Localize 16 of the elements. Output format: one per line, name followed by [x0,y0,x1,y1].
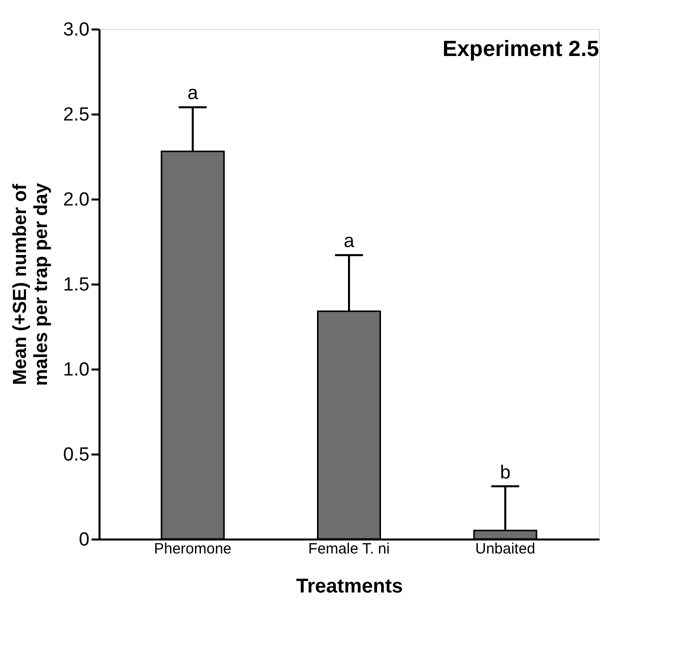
y-tick-label: 3.0 [63,20,90,40]
x-tick-label: Unbaited [475,540,536,558]
x-tick-label: Pheromone [154,540,232,558]
y-tick-label: 0.5 [63,444,90,466]
y-tick-label: 1.5 [63,274,90,296]
x-tick-label: Female T. ni [308,540,390,558]
y-tick-label: 2.0 [63,190,90,210]
y-axis-title: Mean (+SE) number of males per trap per day [10,182,52,386]
annotation: b [500,462,511,484]
x-axis-title: Treatments [296,576,403,598]
chart-title: Experiment 2.5 [442,36,599,61]
y-tick-label: 2.5 [63,104,90,126]
y-tick-label: 1.0 [63,360,90,380]
annotation: a [187,83,198,104]
y-tick-label: 0 [78,530,90,550]
annotation: a [344,231,355,252]
